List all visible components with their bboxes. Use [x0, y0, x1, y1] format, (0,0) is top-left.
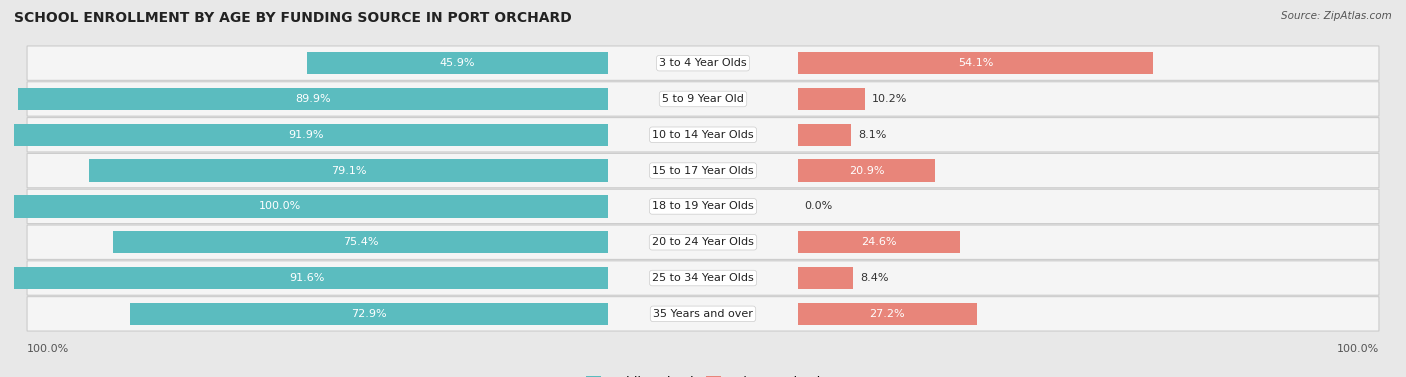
Text: 18 to 19 Year Olds: 18 to 19 Year Olds	[652, 201, 754, 211]
Text: 100.0%: 100.0%	[259, 201, 301, 211]
Bar	[799, 231, 959, 253]
FancyBboxPatch shape	[27, 297, 1379, 331]
Text: 24.6%: 24.6%	[860, 237, 897, 247]
Bar	[0, 195, 607, 218]
FancyBboxPatch shape	[27, 261, 1379, 295]
Bar	[112, 231, 607, 253]
Text: 89.9%: 89.9%	[295, 94, 330, 104]
Text: 20.9%: 20.9%	[849, 166, 884, 176]
Bar	[307, 52, 607, 74]
Text: 3 to 4 Year Olds: 3 to 4 Year Olds	[659, 58, 747, 68]
Text: 75.4%: 75.4%	[343, 237, 378, 247]
Bar	[799, 159, 935, 182]
Text: 25 to 34 Year Olds: 25 to 34 Year Olds	[652, 273, 754, 283]
Text: 35 Years and over: 35 Years and over	[652, 309, 754, 319]
Text: 15 to 17 Year Olds: 15 to 17 Year Olds	[652, 166, 754, 176]
Text: 100.0%: 100.0%	[1337, 344, 1379, 354]
Text: 10 to 14 Year Olds: 10 to 14 Year Olds	[652, 130, 754, 140]
FancyBboxPatch shape	[27, 225, 1379, 259]
Text: 72.9%: 72.9%	[352, 309, 387, 319]
Text: 0.0%: 0.0%	[804, 201, 832, 211]
Legend: Public School, Private School: Public School, Private School	[586, 375, 820, 377]
FancyBboxPatch shape	[27, 153, 1379, 188]
Bar	[18, 88, 607, 110]
Text: 91.9%: 91.9%	[288, 130, 325, 140]
Bar	[799, 88, 865, 110]
Bar	[129, 303, 607, 325]
Bar	[799, 124, 851, 146]
Text: 5 to 9 Year Old: 5 to 9 Year Old	[662, 94, 744, 104]
Text: 8.4%: 8.4%	[860, 273, 889, 283]
Bar	[799, 52, 1153, 74]
Text: 79.1%: 79.1%	[330, 166, 366, 176]
Text: 10.2%: 10.2%	[872, 94, 907, 104]
Bar	[7, 267, 607, 289]
Text: 27.2%: 27.2%	[869, 309, 905, 319]
Bar	[4, 124, 607, 146]
Text: 20 to 24 Year Olds: 20 to 24 Year Olds	[652, 237, 754, 247]
Text: 100.0%: 100.0%	[27, 344, 69, 354]
Text: 54.1%: 54.1%	[957, 58, 993, 68]
FancyBboxPatch shape	[27, 82, 1379, 116]
Bar	[799, 303, 977, 325]
FancyBboxPatch shape	[27, 189, 1379, 224]
Text: 8.1%: 8.1%	[858, 130, 886, 140]
Text: Source: ZipAtlas.com: Source: ZipAtlas.com	[1281, 11, 1392, 21]
Text: 91.6%: 91.6%	[290, 273, 325, 283]
Bar	[89, 159, 607, 182]
FancyBboxPatch shape	[27, 118, 1379, 152]
Text: 45.9%: 45.9%	[440, 58, 475, 68]
Text: SCHOOL ENROLLMENT BY AGE BY FUNDING SOURCE IN PORT ORCHARD: SCHOOL ENROLLMENT BY AGE BY FUNDING SOUR…	[14, 11, 572, 25]
FancyBboxPatch shape	[27, 46, 1379, 80]
Bar	[799, 267, 853, 289]
